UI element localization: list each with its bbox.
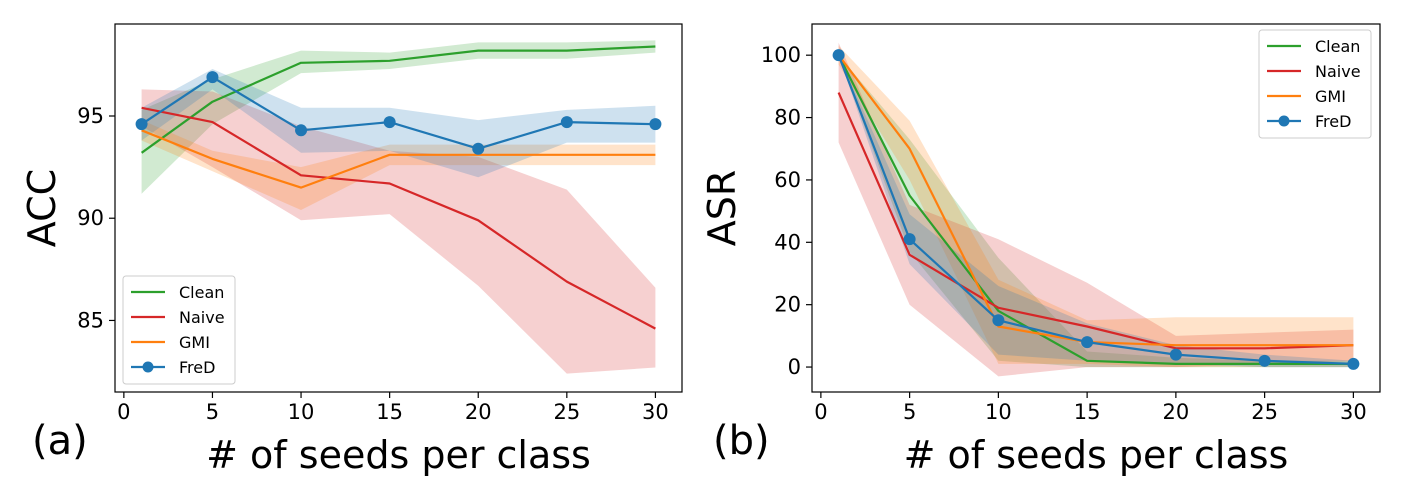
x-tick-label: 25 bbox=[1251, 400, 1278, 424]
panel-a-letter: (a) bbox=[32, 418, 88, 464]
panel-a-chart: 0 5 10 15 20 25 30 85 90 95 # of seeds per class AC… bbox=[20, 23, 683, 477]
point-fred bbox=[1258, 354, 1271, 367]
y-tick-label: 60 bbox=[774, 168, 801, 192]
legend-marker-fred bbox=[1278, 115, 1290, 127]
x-tick-label: 15 bbox=[376, 400, 403, 424]
panel-a-axes-frame bbox=[114, 23, 683, 393]
panel-a-legend: Clean Naive GMI FreD bbox=[122, 275, 236, 385]
legend-label-fred: FreD bbox=[1315, 112, 1351, 131]
point-fred bbox=[832, 49, 845, 62]
x-tick-label: 0 bbox=[117, 400, 130, 424]
band-gmi bbox=[838, 45, 1354, 368]
x-tick-label: 30 bbox=[642, 400, 669, 424]
x-tick-label: 5 bbox=[206, 400, 219, 424]
x-tick-label: 30 bbox=[1340, 400, 1367, 424]
legend-label-fred: FreD bbox=[179, 358, 215, 377]
band-naive bbox=[141, 89, 656, 374]
legend-box bbox=[1258, 29, 1372, 139]
legend-label-gmi: GMI bbox=[1315, 87, 1346, 106]
x-tick-label: 20 bbox=[1163, 400, 1190, 424]
panel-a-plot-area bbox=[135, 40, 662, 374]
legend-label-gmi: GMI bbox=[179, 333, 210, 352]
x-axis-label: # of seeds per class bbox=[206, 433, 591, 477]
legend-label-naive: Naive bbox=[1315, 62, 1361, 81]
point-fred bbox=[383, 116, 396, 129]
y-tick-label: 85 bbox=[77, 308, 104, 332]
x-tick-label: 10 bbox=[985, 400, 1012, 424]
y-tick-label: 95 bbox=[77, 104, 104, 128]
legend-label-naive: Naive bbox=[179, 308, 225, 327]
line-naive bbox=[837, 92, 1354, 350]
y-tick-label: 90 bbox=[77, 206, 104, 230]
x-tick-label: 20 bbox=[465, 400, 492, 424]
point-fred bbox=[206, 71, 219, 84]
panel-b-letter: (b) bbox=[713, 418, 770, 464]
x-tick-label: 25 bbox=[553, 400, 580, 424]
band-fred bbox=[141, 69, 656, 178]
y-tick-label: 80 bbox=[774, 106, 801, 130]
x-tick-label: 15 bbox=[1074, 400, 1101, 424]
legend-box bbox=[122, 275, 236, 385]
legend-label-clean: Clean bbox=[1315, 37, 1360, 56]
line-gmi bbox=[141, 129, 656, 189]
point-fred bbox=[295, 124, 308, 137]
point-fred bbox=[992, 314, 1005, 327]
line-naive bbox=[141, 106, 656, 330]
x-tick-label: 5 bbox=[903, 400, 916, 424]
legend-label-clean: Clean bbox=[179, 283, 224, 302]
y-tick-label: 40 bbox=[774, 230, 801, 254]
y-axis-label: ACC bbox=[20, 169, 64, 247]
point-fred bbox=[1169, 348, 1182, 361]
point-fred bbox=[903, 233, 916, 246]
band-clean bbox=[141, 40, 656, 194]
panel-b-axes-frame bbox=[811, 23, 1381, 393]
x-tick-label: 10 bbox=[288, 400, 315, 424]
y-tick-label: 0 bbox=[788, 355, 801, 379]
legend-marker-fred bbox=[142, 361, 154, 373]
point-fred bbox=[1081, 336, 1094, 349]
x-axis-label: # of seeds per class bbox=[904, 433, 1289, 477]
y-axis-label: ASR bbox=[700, 170, 744, 247]
point-fred bbox=[1347, 357, 1360, 370]
panel-b-chart: 0 5 10 15 20 25 30 0 20 40 60 80 100 # of seeds per c… bbox=[700, 23, 1381, 477]
panel-b-legend: Clean Naive GMI FreD bbox=[1258, 29, 1372, 139]
point-fred bbox=[472, 142, 485, 155]
line-clean bbox=[140, 45, 656, 154]
x-tick-label: 0 bbox=[814, 400, 827, 424]
band-gmi bbox=[141, 120, 656, 210]
y-tick-label: 20 bbox=[774, 293, 801, 317]
point-fred bbox=[560, 116, 573, 129]
point-fred bbox=[649, 118, 662, 131]
y-tick-label: 100 bbox=[761, 43, 801, 67]
point-fred bbox=[135, 118, 148, 131]
panel-b-plot-area bbox=[832, 42, 1360, 377]
